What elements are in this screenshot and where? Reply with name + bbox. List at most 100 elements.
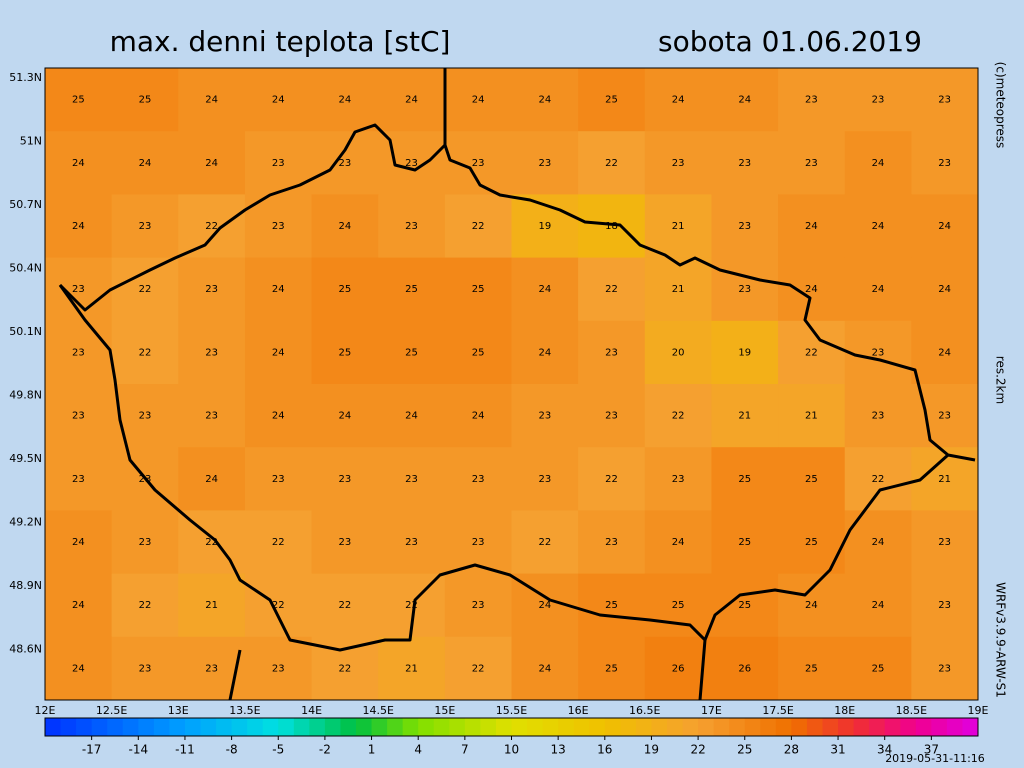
cell [711, 384, 779, 448]
colorbar-step [387, 718, 404, 736]
cell [45, 194, 113, 259]
cell-value: 18 [605, 221, 618, 232]
cell [311, 257, 379, 322]
cell-value: 23 [339, 158, 352, 169]
cell-value: 24 [538, 347, 551, 358]
cell-value: 23 [405, 474, 418, 485]
cell-value: 24 [872, 537, 885, 548]
cell [444, 447, 512, 511]
cell-value: 24 [205, 474, 218, 485]
colorbar-label: -2 [319, 743, 331, 757]
colorbar-step [698, 718, 715, 736]
cell-value: 22 [339, 600, 352, 611]
colorbar-step [635, 718, 652, 736]
cell [444, 384, 512, 448]
lon-label: 15.5E [496, 704, 527, 717]
cell-value: 24 [672, 537, 685, 548]
cell [244, 636, 313, 701]
colorbar-step [527, 718, 544, 736]
cell-value: 25 [872, 663, 885, 674]
cell-value: 23 [472, 474, 485, 485]
cell-value: 25 [339, 284, 352, 295]
cell [844, 447, 912, 511]
cell-value: 23 [938, 95, 951, 106]
cell-value: 24 [472, 411, 485, 422]
cell-value: 25 [805, 474, 818, 485]
colorbar-step [667, 718, 684, 736]
cell [45, 384, 113, 448]
cell-value: 25 [472, 284, 485, 295]
colorbar-label: 1 [368, 743, 376, 757]
colorbar-step [620, 718, 637, 736]
lon-label: 13E [168, 704, 189, 717]
lon-label: 12.5E [96, 704, 127, 717]
cell-value: 22 [472, 221, 485, 232]
cell [644, 131, 712, 195]
cell-value: 23 [272, 221, 285, 232]
colorbar-label: 19 [644, 743, 659, 757]
colorbar-step [775, 718, 792, 736]
cell [844, 68, 912, 132]
cell [378, 194, 446, 259]
cell [511, 131, 579, 195]
colorbar-step [122, 718, 139, 736]
cell [778, 131, 846, 195]
side-label: res.2km [994, 356, 1008, 404]
cell [711, 194, 779, 259]
cell [844, 320, 912, 385]
cell [844, 384, 912, 448]
cell [178, 447, 246, 511]
cell [444, 68, 512, 132]
cell-value: 21 [672, 284, 685, 295]
cell [311, 573, 379, 638]
cell-value: 23 [672, 158, 685, 169]
lon-label: 18.5E [896, 704, 927, 717]
colorbar-step [433, 718, 450, 736]
cell [778, 320, 846, 385]
cell-value: 23 [938, 411, 951, 422]
colorbar-label: 22 [690, 743, 705, 757]
colorbar-label: -5 [272, 743, 284, 757]
cell-value: 21 [205, 600, 218, 611]
cell [378, 320, 446, 385]
cell-value: 24 [738, 95, 751, 106]
cell-value: 24 [339, 411, 352, 422]
cell [778, 636, 846, 701]
cell-value: 24 [72, 600, 85, 611]
colorbar-step [184, 718, 201, 736]
colorbar-step [729, 718, 746, 736]
cell-value: 23 [72, 347, 85, 358]
lon-label: 14E [301, 704, 322, 717]
cell-value: 24 [805, 221, 818, 232]
cell [511, 320, 579, 385]
cell [911, 510, 979, 575]
cell [578, 573, 646, 638]
colorbar-step [853, 718, 870, 736]
colorbar-step [324, 718, 341, 736]
cell [511, 636, 579, 701]
cell [911, 320, 979, 385]
cell-value: 23 [405, 221, 418, 232]
cell-value: 23 [538, 411, 551, 422]
cell [378, 636, 446, 701]
cell [111, 636, 179, 701]
border-line [698, 639, 707, 701]
cell [45, 131, 113, 195]
cell-value: 23 [72, 284, 85, 295]
lat-label: 48.6N [9, 643, 42, 656]
colorbar-step [153, 718, 170, 736]
cell-value: 22 [605, 284, 618, 295]
colorbar-step [356, 718, 373, 736]
border [58, 68, 976, 701]
cell [844, 131, 912, 195]
cell-value: 21 [738, 411, 751, 422]
colorbar-step [169, 718, 186, 736]
colorbar-step [838, 718, 855, 736]
cell-value: 24 [472, 95, 485, 106]
cell [511, 68, 579, 132]
lon-label: 16.5E [629, 704, 660, 717]
cell [311, 131, 379, 195]
cell [578, 131, 646, 195]
colorbar-step [682, 718, 699, 736]
cell-value: 23 [339, 537, 352, 548]
